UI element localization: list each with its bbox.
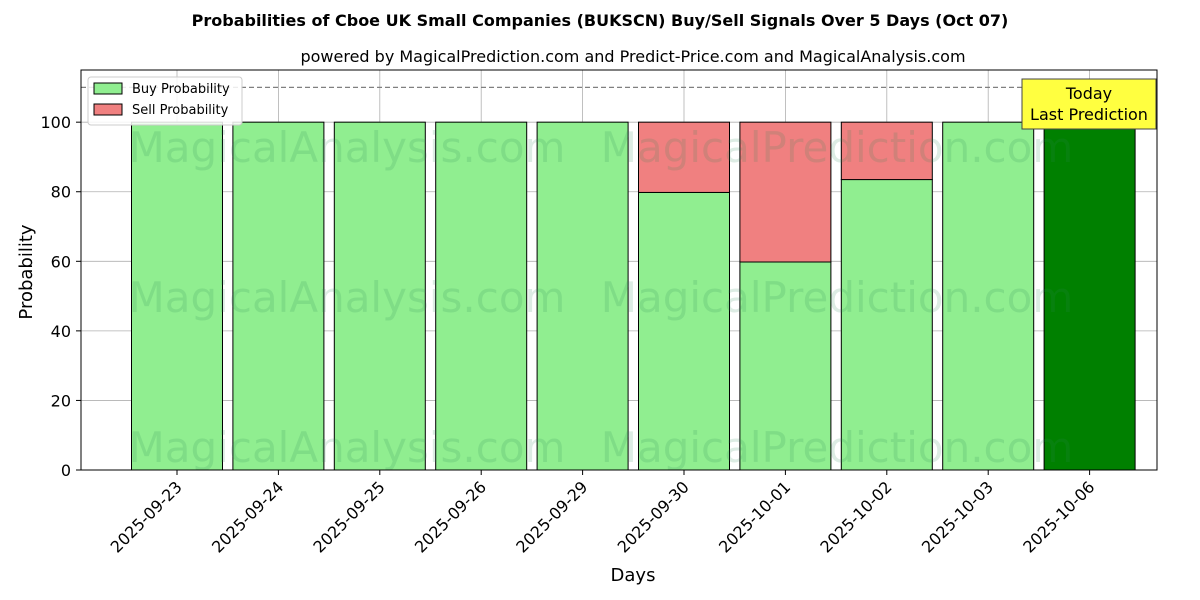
sell-bar [840,121,933,181]
x-axis-label: Days [611,565,656,586]
x-tick-label: 2025-09-29 [512,477,591,556]
today-annotation: Today Last Prediction [1021,78,1157,130]
y-tick-label: 0 [61,461,71,480]
chart-title: Probabilities of Cboe UK Small Companies… [192,11,1009,30]
watermark-text: MagicalAnalysis.com [129,123,566,172]
legend-swatch [93,103,123,116]
watermark-text: MagicalPrediction.com [601,123,1074,172]
y-tick-label: 60 [51,252,71,271]
x-tick-label: 2025-10-06 [1019,477,1098,556]
x-tick-label: 2025-09-26 [411,477,490,556]
legend-label: Buy Probability [132,82,230,97]
watermark-text: MagicalPrediction.com [601,423,1074,472]
sell-bar [638,121,730,193]
y-axis-label: Probability [16,224,37,319]
y-tick-label: 100 [40,113,71,132]
legend-label: Sell Probability [132,103,229,118]
y-tick-label: 80 [51,183,71,202]
annotation-text: Today [1065,84,1112,103]
y-tick-label: 40 [51,322,71,341]
y-axis: 0 20 40 60 80 100 [40,113,81,480]
bars [131,121,1136,471]
legend-box [87,76,243,126]
legend: Buy Probability Sell Probability [87,76,243,126]
y-tick-label: 20 [51,391,71,410]
x-tick-label: 2025-10-01 [715,477,794,556]
x-tick-label: 2025-09-23 [107,477,186,556]
sell-bar [739,121,832,263]
chart-subtitle: powered by MagicalPrediction.com and Pre… [300,47,965,66]
annotation-box [1021,78,1157,130]
x-tick-label: 2025-10-03 [918,477,997,556]
buy-bar [1043,121,1136,471]
plot-area: MagicalAnalysis.com MagicalPrediction.com… [80,69,1158,472]
x-tick-label: 2025-09-25 [309,477,388,556]
buy-bar [536,121,629,471]
x-axis: 2025-09-23 2025-09-24 2025-09-25 2025-09-26… [107,470,1098,557]
legend-swatch [93,82,123,95]
watermarks: MagicalAnalysis.com MagicalPrediction.com… [129,123,1074,472]
watermark-text: MagicalAnalysis.com [129,273,566,322]
watermark-text: MagicalAnalysis.com [129,423,566,472]
x-tick-label: 2025-09-30 [614,477,693,556]
annotation-text: Last Prediction [1030,105,1148,124]
buy-bar [942,121,1035,471]
watermark-text: MagicalPrediction.com [601,273,1074,322]
x-tick-label: 2025-10-02 [816,477,895,556]
buy-bar [840,179,933,471]
x-tick-label: 2025-09-24 [208,477,287,556]
plot-frame [80,69,1158,471]
buy-bar [435,121,528,471]
buy-bar [638,191,730,471]
buy-bar [131,121,223,471]
